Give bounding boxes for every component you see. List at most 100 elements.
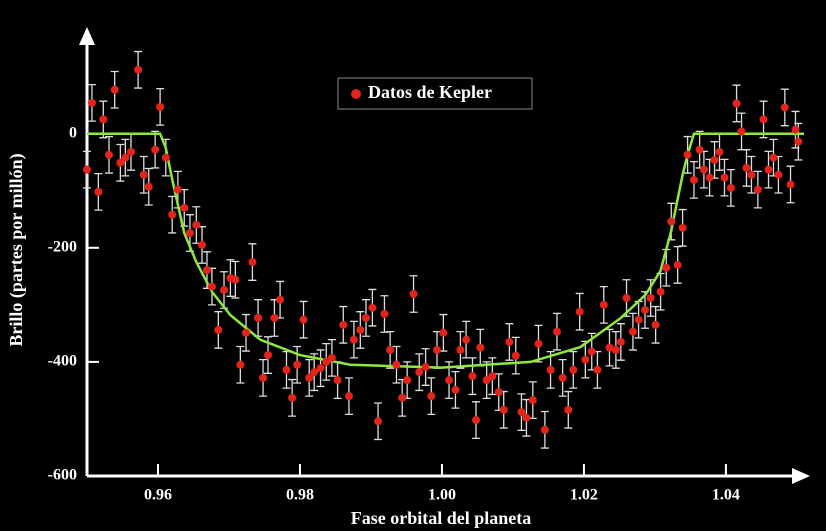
- data-point: [445, 376, 454, 385]
- data-point: [270, 313, 279, 322]
- data-point: [673, 260, 682, 269]
- data-point: [517, 408, 526, 417]
- data-point: [575, 307, 584, 316]
- data-point: [791, 125, 800, 134]
- x-axis-arrow: [792, 468, 810, 484]
- data-point: [242, 328, 251, 337]
- data-point: [276, 295, 285, 304]
- data-point: [742, 163, 751, 172]
- data-point: [774, 170, 783, 179]
- x-tick-label: 1.02: [570, 487, 598, 504]
- y-tick-label: 0: [69, 124, 77, 141]
- data-point: [794, 137, 803, 146]
- data-point: [593, 365, 602, 374]
- data-point: [499, 405, 508, 414]
- data-point: [310, 368, 319, 377]
- data-point: [259, 373, 268, 382]
- data-point: [427, 392, 436, 401]
- x-tick-label: 1.00: [428, 487, 456, 504]
- data-point: [546, 365, 555, 374]
- data-point: [127, 147, 136, 156]
- y-axis-label: Brillo (partes por millón): [6, 153, 27, 346]
- data-point: [587, 347, 596, 356]
- data-point: [472, 416, 481, 425]
- data-point: [581, 355, 590, 364]
- data-point: [494, 388, 503, 397]
- data-point: [780, 103, 789, 112]
- data-point: [116, 158, 125, 167]
- data-point: [705, 173, 714, 182]
- data-point: [552, 327, 561, 336]
- data-point: [144, 182, 153, 191]
- data-point: [764, 165, 773, 174]
- data-point: [293, 360, 302, 369]
- data-point: [105, 150, 114, 159]
- data-point: [646, 294, 655, 302]
- data-point: [656, 287, 665, 296]
- data-point: [151, 145, 160, 154]
- data-point: [451, 385, 460, 394]
- data-point: [726, 183, 735, 192]
- data-point: [99, 115, 108, 124]
- data-point: [488, 372, 497, 381]
- data-point: [316, 364, 325, 373]
- data-point: [505, 337, 514, 346]
- data-point: [288, 393, 297, 402]
- data-point: [695, 145, 704, 154]
- data-point: [732, 99, 741, 108]
- data-point: [662, 263, 671, 272]
- data-point: [236, 360, 245, 369]
- data-point: [356, 325, 365, 334]
- data-point: [161, 153, 170, 162]
- x-tick-label: 0.98: [286, 487, 314, 504]
- data-point: [605, 343, 614, 352]
- data-point: [207, 282, 216, 291]
- data-point: [305, 373, 314, 382]
- data-point: [94, 187, 103, 196]
- data-point: [528, 396, 537, 405]
- data-point: [231, 275, 240, 284]
- data-point: [349, 335, 358, 344]
- y-tick-label: -200: [48, 238, 77, 255]
- data-point: [173, 185, 182, 194]
- data-point: [248, 258, 257, 267]
- data-point: [599, 300, 608, 309]
- data-point: [198, 240, 207, 249]
- y-axis-arrow: [79, 27, 95, 45]
- data-point: [737, 127, 746, 136]
- data-point: [339, 320, 348, 329]
- data-point: [564, 405, 573, 414]
- data-point: [380, 309, 389, 318]
- data-point: [327, 353, 336, 362]
- data-point: [468, 372, 477, 381]
- data-point: [720, 173, 729, 182]
- data-point: [476, 343, 485, 352]
- y-tick-label: -600: [48, 467, 77, 484]
- data-point: [374, 417, 383, 426]
- x-tick-label: 0.96: [144, 487, 172, 504]
- legend-marker: [351, 89, 361, 99]
- data-point: [522, 413, 531, 422]
- data-point: [753, 185, 762, 194]
- data-point: [456, 345, 465, 354]
- data-point: [368, 303, 377, 312]
- data-point: [558, 373, 567, 382]
- data-point: [254, 313, 263, 322]
- data-point: [83, 165, 91, 174]
- data-point: [616, 337, 625, 346]
- data-point: [333, 376, 342, 385]
- data-point: [121, 153, 130, 162]
- data-point: [651, 320, 660, 329]
- data-point: [699, 165, 708, 174]
- data-point: [689, 175, 698, 184]
- x-tick-label: 1.04: [712, 487, 740, 504]
- data-point: [769, 153, 778, 162]
- data-point: [683, 150, 692, 159]
- data-point: [409, 290, 418, 299]
- data-point: [398, 393, 407, 402]
- data-point: [511, 351, 520, 360]
- data-point: [667, 217, 676, 226]
- data-point: [386, 345, 395, 354]
